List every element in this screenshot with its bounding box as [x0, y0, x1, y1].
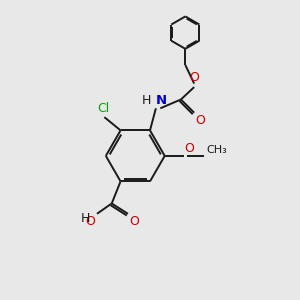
Text: N: N [156, 94, 167, 107]
Text: O: O [86, 215, 95, 228]
Text: O: O [129, 215, 139, 228]
Text: H: H [81, 212, 91, 225]
Text: H: H [142, 94, 152, 107]
Text: O: O [185, 142, 195, 155]
Text: Cl: Cl [97, 102, 109, 115]
Text: O: O [196, 114, 206, 127]
Text: CH₃: CH₃ [206, 145, 227, 155]
Text: O: O [189, 71, 199, 85]
